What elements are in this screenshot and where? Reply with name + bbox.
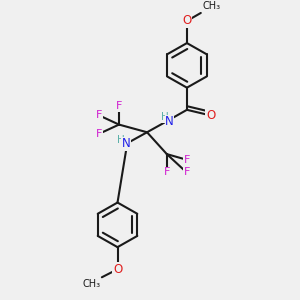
- Text: CH₃: CH₃: [202, 2, 220, 11]
- Text: F: F: [183, 167, 190, 177]
- Text: H: H: [117, 135, 124, 145]
- Text: CH₃: CH₃: [82, 279, 100, 289]
- Text: F: F: [164, 167, 170, 177]
- Text: F: F: [96, 110, 102, 120]
- Text: N: N: [165, 115, 174, 128]
- Text: F: F: [116, 101, 122, 111]
- Text: F: F: [96, 129, 102, 139]
- Text: O: O: [182, 14, 191, 27]
- Text: F: F: [183, 155, 190, 165]
- Text: H: H: [161, 112, 169, 122]
- Text: O: O: [206, 109, 215, 122]
- Text: N: N: [122, 137, 130, 150]
- Text: O: O: [113, 263, 122, 276]
